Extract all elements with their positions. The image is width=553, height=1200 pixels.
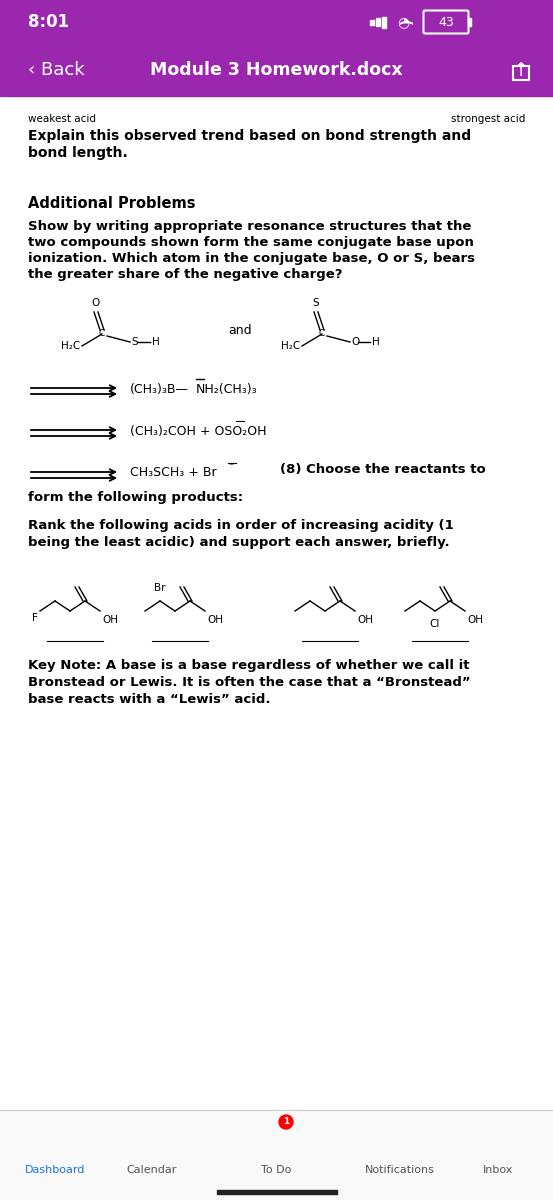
Text: form the following products:: form the following products:	[28, 491, 243, 504]
Text: Show by writing appropriate resonance structures that the: Show by writing appropriate resonance st…	[28, 220, 471, 233]
Text: Calendar: Calendar	[127, 1165, 177, 1175]
Text: base reacts with a “Lewis” acid.: base reacts with a “Lewis” acid.	[28, 692, 270, 706]
Bar	[150, 1141, 155, 1146]
Text: Cl: Cl	[430, 619, 440, 629]
Text: H₂C: H₂C	[61, 341, 80, 350]
Text: C: C	[319, 330, 325, 338]
Text: H: H	[152, 337, 160, 347]
Text: ↑: ↑	[513, 60, 529, 79]
Text: To Do: To Do	[261, 1165, 291, 1175]
Text: being the least acidic) and support each answer, briefly.: being the least acidic) and support each…	[28, 536, 450, 550]
Text: OH: OH	[357, 614, 373, 625]
Circle shape	[279, 1115, 293, 1129]
Text: CH₃SCH₃ + Br: CH₃SCH₃ + Br	[130, 467, 217, 480]
Bar	[370, 19, 374, 24]
Text: Key Note: A base is a base regardless of whether we call it: Key Note: A base is a base regardless of…	[28, 659, 469, 672]
Text: OH: OH	[467, 614, 483, 625]
Text: H: H	[372, 337, 380, 347]
Text: ⁻: ⁻	[228, 462, 233, 472]
Text: OH: OH	[207, 614, 223, 625]
Text: NH₂(CH₃)₃: NH₂(CH₃)₃	[196, 383, 258, 396]
Text: ◔: ◔	[397, 14, 409, 29]
Text: ‹ Back: ‹ Back	[28, 61, 85, 79]
Text: (8) Choose the reactants to: (8) Choose the reactants to	[280, 462, 486, 475]
Circle shape	[53, 1136, 57, 1140]
Text: Bronstead or Lewis. It is often the case that a “Bronstead”: Bronstead or Lewis. It is often the case…	[28, 676, 471, 689]
Text: S: S	[131, 337, 138, 347]
Text: ionization. Which atom in the conjugate base, O or S, bears: ionization. Which atom in the conjugate …	[28, 252, 475, 265]
Bar	[513, 66, 529, 80]
Text: Additional Problems: Additional Problems	[28, 196, 196, 211]
Text: Explain this observed trend based on bond strength and: Explain this observed trend based on bon…	[28, 128, 471, 143]
Bar	[468, 18, 471, 26]
Text: ): )	[400, 18, 414, 24]
Bar	[140, 1127, 164, 1132]
Text: strongest acid: strongest acid	[451, 114, 525, 124]
Bar	[150, 1134, 155, 1139]
Text: S: S	[312, 298, 319, 308]
Text: Br: Br	[154, 583, 166, 593]
Text: O: O	[92, 298, 100, 308]
Bar	[376, 18, 380, 26]
Text: (CH₃)₂COH + OSO₂OH: (CH₃)₂COH + OSO₂OH	[130, 425, 267, 438]
Text: bond length.: bond length.	[28, 146, 128, 160]
Text: and: and	[228, 324, 252, 337]
Text: F: F	[32, 613, 38, 623]
Bar	[0, 0, 553, 96]
Text: two compounds shown form the same conjugate base upon: two compounds shown form the same conjug…	[28, 236, 474, 248]
Text: Inbox: Inbox	[483, 1165, 513, 1175]
Bar	[157, 1134, 162, 1139]
Text: the greater share of the negative charge?: the greater share of the negative charge…	[28, 268, 342, 281]
Text: 1: 1	[283, 1117, 289, 1127]
Bar	[217, 1190, 336, 1194]
Text: weakest acid: weakest acid	[28, 114, 96, 124]
FancyBboxPatch shape	[264, 1126, 288, 1152]
Text: Module 3 Homework.docx: Module 3 Homework.docx	[150, 61, 403, 79]
Text: Rank the following acids in order of increasing acidity (1: Rank the following acids in order of inc…	[28, 518, 454, 532]
Bar	[484, 1130, 512, 1148]
Bar	[157, 1141, 162, 1146]
Bar	[0, 1110, 553, 1200]
Text: 8:01: 8:01	[28, 13, 69, 31]
Text: C: C	[99, 330, 105, 338]
Bar	[143, 1141, 148, 1146]
Text: O: O	[351, 337, 359, 347]
Text: Notifications: Notifications	[365, 1165, 435, 1175]
Bar	[382, 17, 386, 28]
FancyBboxPatch shape	[139, 1127, 165, 1151]
Text: 43: 43	[438, 16, 454, 29]
Text: OH: OH	[102, 614, 118, 625]
FancyBboxPatch shape	[424, 11, 468, 34]
Text: Dashboard: Dashboard	[25, 1165, 85, 1175]
Bar	[143, 1134, 148, 1139]
Text: (CH₃)₃B—: (CH₃)₃B—	[130, 383, 189, 396]
Text: H₂C: H₂C	[281, 341, 300, 350]
